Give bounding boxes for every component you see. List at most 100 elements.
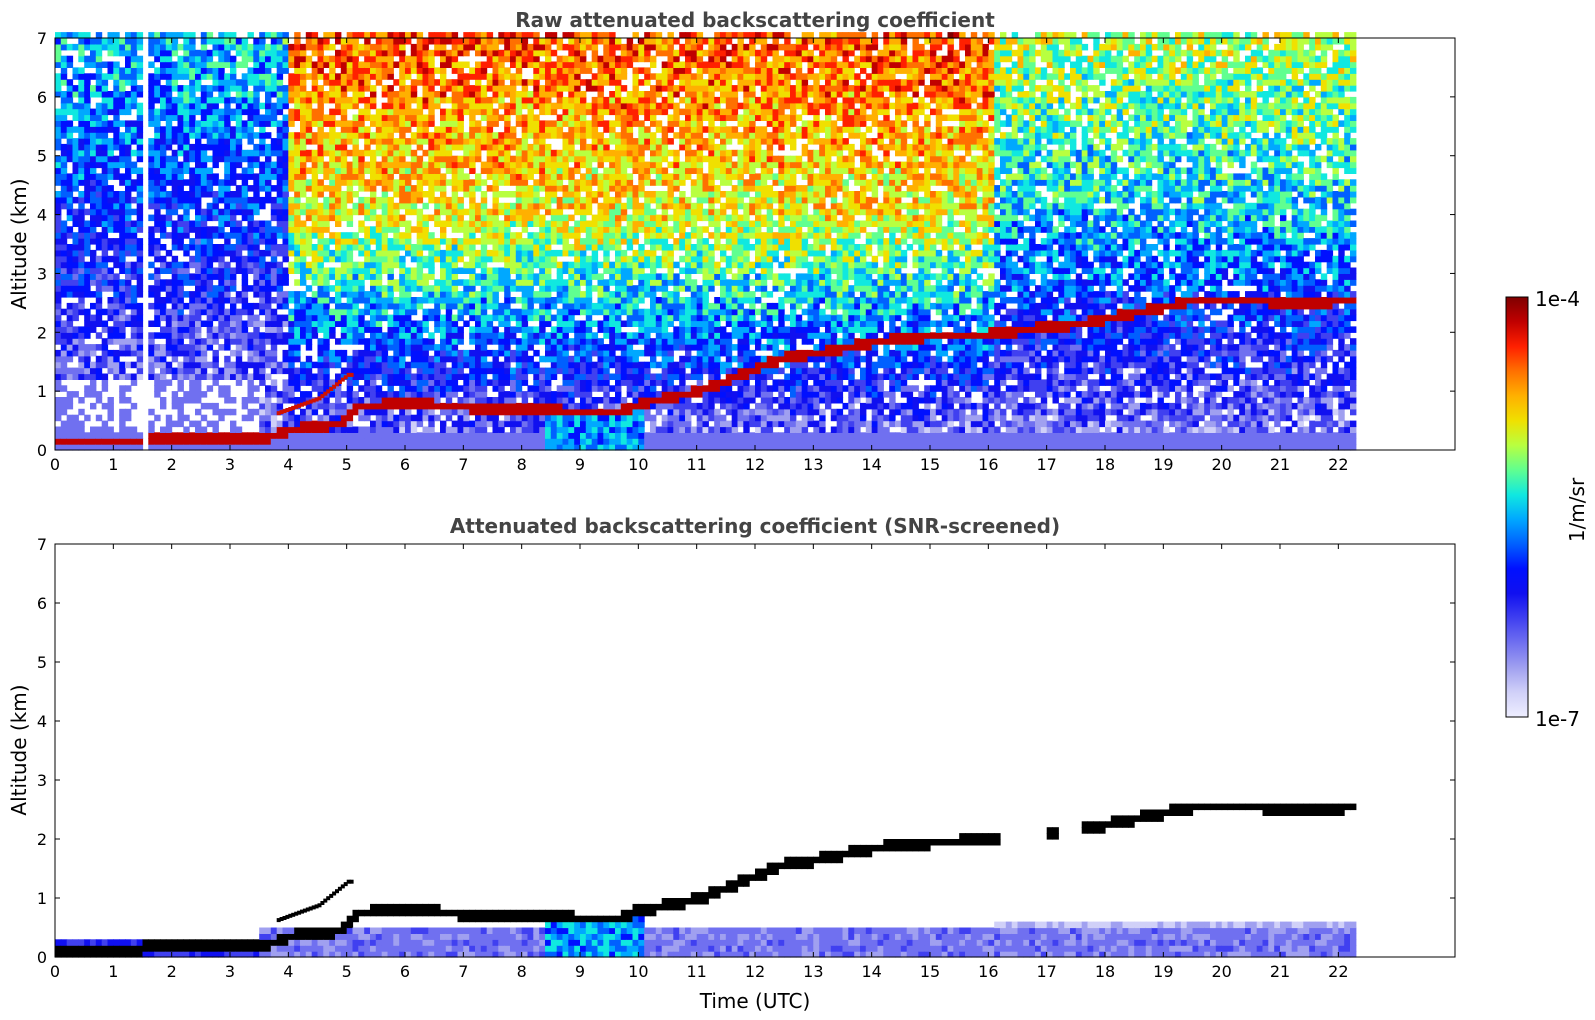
- heat-cell: [486, 73, 494, 80]
- heat-cell: [200, 143, 208, 151]
- heat-cell: [510, 326, 517, 333]
- heat-cell: [200, 208, 208, 216]
- heat-cell: [469, 226, 476, 233]
- heat-cell: [498, 308, 505, 316]
- heat-cell: [171, 138, 179, 145]
- heat-cell: [340, 143, 348, 151]
- heat-cell: [136, 444, 144, 451]
- heat-cell: [171, 108, 179, 116]
- heat-cell: [527, 214, 534, 222]
- heat-cell: [457, 202, 464, 210]
- heat-cell: [212, 132, 219, 139]
- heat-cell: [84, 126, 91, 133]
- heat-cell: [340, 285, 348, 292]
- heat-cell: [241, 438, 249, 445]
- heat-cell: [218, 332, 225, 339]
- heat-cell: [189, 255, 196, 263]
- heat-cell: [136, 220, 144, 227]
- heat-cell: [510, 173, 517, 180]
- heat-cell: [90, 267, 97, 274]
- heat-cell: [230, 320, 237, 327]
- heat-cell: [95, 202, 103, 210]
- heat-cell: [276, 444, 284, 451]
- heat-cell: [492, 414, 499, 422]
- heat-cell: [224, 32, 231, 39]
- heat-cell: [317, 344, 324, 351]
- heat-cell: [340, 179, 348, 186]
- heat-cell: [352, 38, 359, 45]
- heat-cell: [212, 79, 219, 86]
- heat-cell: [247, 126, 254, 133]
- heat-cell: [416, 279, 424, 286]
- heat-cell: [235, 432, 243, 439]
- heat-cell: [311, 426, 319, 433]
- heat-cell: [66, 291, 74, 298]
- heat-cell: [259, 102, 266, 110]
- heat-cell: [270, 214, 278, 222]
- heat-cell: [265, 79, 272, 86]
- heat-cell: [148, 61, 155, 68]
- heat-cell: [445, 108, 453, 116]
- heat-cell: [434, 344, 441, 351]
- heat-cell: [200, 167, 208, 174]
- heat-cell: [451, 426, 459, 433]
- heat-cell: [195, 55, 202, 63]
- heat-cell: [160, 232, 167, 239]
- heat-cell: [515, 420, 523, 428]
- heat-cell: [305, 420, 313, 428]
- heat-cell: [101, 132, 109, 139]
- heat-cell: [510, 55, 517, 63]
- heat-cell: [171, 332, 179, 339]
- heat-cell: [119, 255, 126, 263]
- heat-cell: [119, 214, 126, 222]
- heat-cell: [445, 444, 453, 451]
- heat-cell: [288, 426, 295, 433]
- heat-cell: [381, 420, 389, 428]
- heat-cell: [381, 238, 389, 245]
- heat-cell: [259, 261, 266, 269]
- heat-cell: [241, 102, 249, 110]
- heat-cell: [171, 185, 179, 192]
- heat-cell: [60, 38, 68, 45]
- heat-cell: [95, 32, 103, 39]
- heat-cell: [206, 267, 214, 274]
- heat-cell: [300, 143, 307, 151]
- heat-cell: [440, 444, 447, 451]
- heat-cell: [154, 432, 161, 439]
- heat-cell: [352, 155, 359, 163]
- heat-cell: [358, 132, 365, 139]
- heat-cell: [195, 102, 202, 110]
- heat-cell: [387, 302, 394, 310]
- heat-cell: [510, 373, 517, 380]
- heat-cell: [235, 185, 243, 192]
- heat-cell: [445, 261, 453, 269]
- heat-cell: [183, 208, 190, 216]
- heat-cell: [375, 349, 383, 357]
- heat-cell: [335, 32, 342, 39]
- heat-cell: [276, 438, 284, 445]
- heat-cell: [78, 114, 85, 121]
- heat-cell: [241, 432, 249, 439]
- heat-cell: [259, 273, 266, 280]
- heat-cell: [154, 214, 161, 222]
- heat-cell: [387, 244, 394, 251]
- heat-cell: [288, 314, 295, 322]
- heat-cell: [136, 114, 144, 121]
- heat-cell: [288, 391, 295, 398]
- heat-cell: [294, 161, 301, 169]
- heat-cell: [230, 67, 237, 74]
- heat-cell: [189, 361, 196, 369]
- heat-cell: [521, 314, 529, 322]
- heat-cell: [510, 349, 517, 357]
- heat-cell: [486, 267, 494, 274]
- heat-cell: [463, 32, 470, 39]
- heat-cell: [364, 397, 371, 404]
- heat-cell: [282, 332, 289, 339]
- heat-cell: [165, 32, 173, 39]
- heat-cell: [265, 291, 272, 298]
- heat-cell: [515, 308, 523, 316]
- heat-cell: [393, 302, 400, 310]
- heat-cell: [428, 361, 435, 369]
- heat-cell: [235, 138, 243, 145]
- heat-cell: [521, 208, 529, 216]
